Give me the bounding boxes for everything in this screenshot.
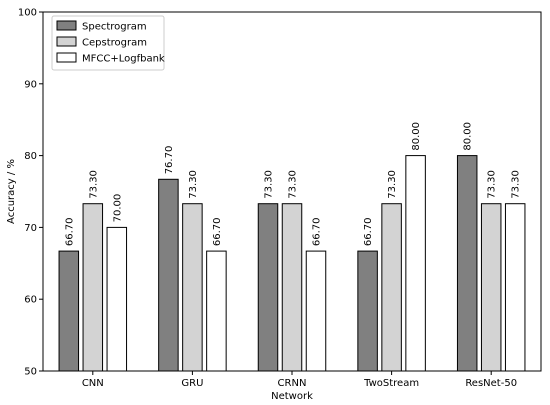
legend-label: Spectrogram <box>82 22 147 33</box>
x-tick-label: CRNN <box>278 378 307 389</box>
data-label: 73.30 <box>88 170 99 199</box>
y-axis-label: Accuracy / % <box>6 159 17 224</box>
bars-group <box>58 155 526 372</box>
y-tick-label: 50 <box>24 367 37 378</box>
data-label: 70.00 <box>112 194 123 223</box>
bar <box>182 203 203 372</box>
data-label: 80.00 <box>411 122 422 151</box>
bar <box>158 178 179 372</box>
data-label: 73.30 <box>264 170 275 199</box>
bar <box>456 155 478 372</box>
data-label: 73.30 <box>387 170 398 199</box>
data-label: 66.70 <box>64 217 75 246</box>
bar <box>381 203 402 372</box>
y-axis: 50 60 70 80 90 100 <box>18 8 43 378</box>
bar <box>257 203 279 372</box>
legend-swatch <box>56 52 77 63</box>
legend-frame <box>51 15 165 71</box>
x-axis-label: Network <box>271 391 313 402</box>
legend-swatch <box>56 36 77 47</box>
legend: Spectrogram Cepstrogram MFCC+Logfbank <box>51 15 165 71</box>
x-tick-label: TwoStream <box>363 378 419 389</box>
bar <box>206 250 227 372</box>
x-tick-label: GRU <box>181 378 203 389</box>
bar <box>58 250 80 372</box>
legend-label: Cepstrogram <box>82 38 147 49</box>
y-tick-label: 90 <box>24 79 37 90</box>
data-label: 73.30 <box>487 170 498 199</box>
bar <box>480 203 502 372</box>
bar <box>504 203 526 372</box>
y-tick-label: 100 <box>18 8 37 19</box>
bar <box>405 155 426 372</box>
bar <box>106 226 128 372</box>
x-tick-label: ResNet-50 <box>465 378 517 389</box>
data-label: 66.70 <box>312 217 323 246</box>
legend-swatch <box>56 20 77 31</box>
data-label: 73.30 <box>288 170 299 199</box>
data-label: 73.30 <box>188 170 199 199</box>
bar <box>281 203 303 372</box>
legend-label: MFCC+Logfbank <box>82 54 165 65</box>
data-label: 73.30 <box>511 170 522 199</box>
bar <box>357 250 378 372</box>
bar <box>305 250 327 372</box>
y-tick-label: 70 <box>24 223 37 234</box>
x-axis: CNN GRU CRNN TwoStream ResNet-50 <box>82 371 517 389</box>
y-tick-label: 60 <box>24 295 37 306</box>
bar <box>82 203 104 372</box>
data-label: 80.00 <box>463 122 474 151</box>
data-label: 76.70 <box>164 146 175 175</box>
x-tick-label: CNN <box>82 378 104 389</box>
y-tick-label: 80 <box>24 151 37 162</box>
data-label: 66.70 <box>363 217 374 246</box>
data-labels-group: 66.70 73.30 70.00 76.70 73.30 66.70 73.30 73.30… <box>64 122 521 246</box>
data-label: 66.70 <box>212 217 223 246</box>
